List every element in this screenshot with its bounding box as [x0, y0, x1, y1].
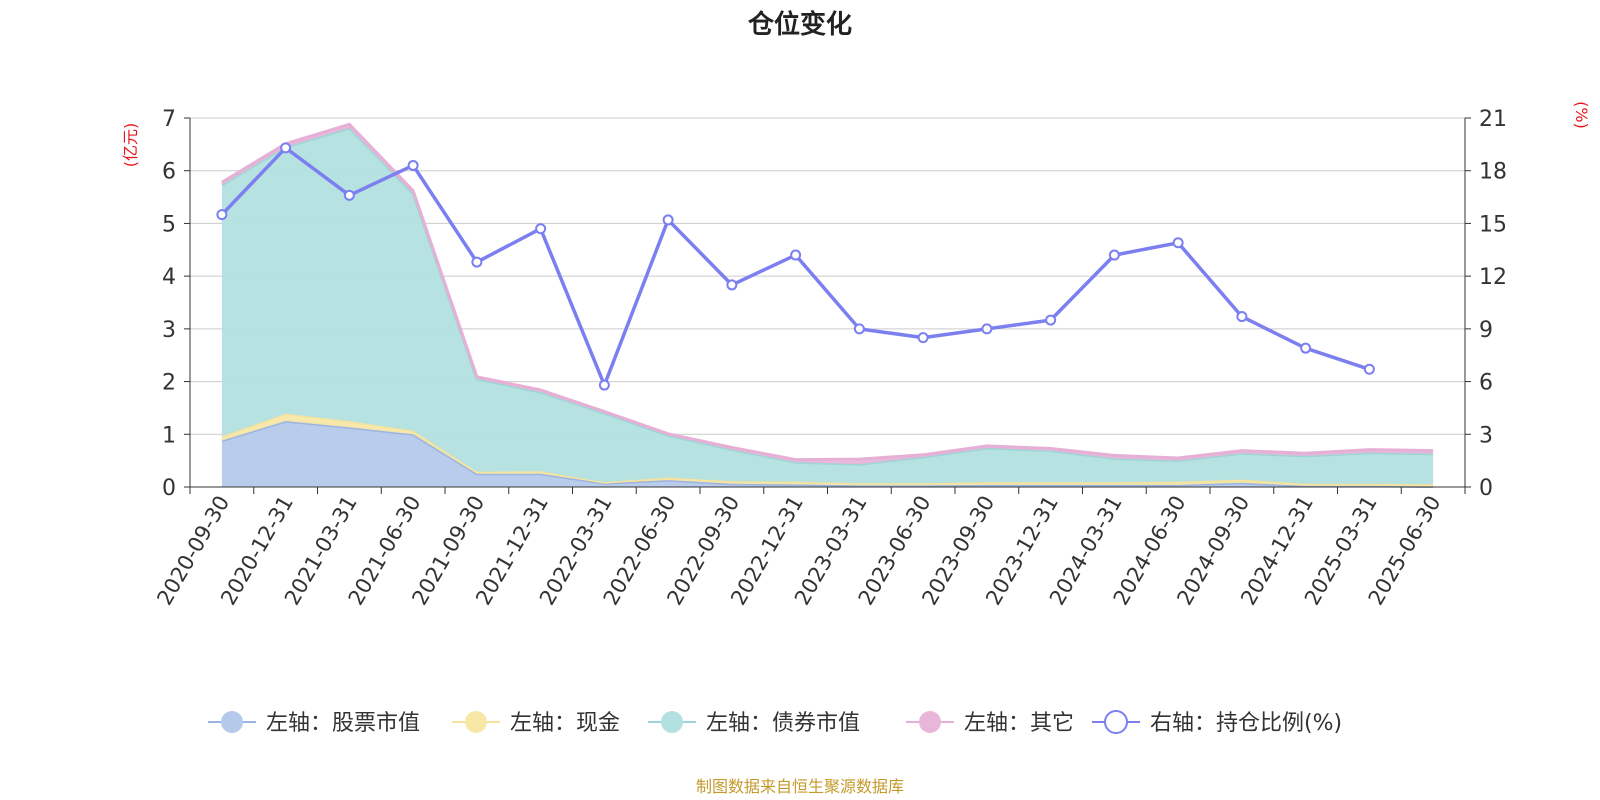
left-tick-label: 6 — [162, 160, 176, 185]
legend-label: 左轴：债券市值 — [706, 711, 860, 736]
ratio-point — [1172, 237, 1184, 249]
left-tick-label: 7 — [162, 107, 176, 132]
right-tick-label: 21 — [1479, 107, 1507, 132]
ratio-point — [343, 189, 355, 201]
right-tick-label: 0 — [1479, 476, 1493, 501]
left-tick-label: 0 — [162, 476, 176, 501]
right-tick-label: 3 — [1479, 423, 1493, 448]
ratio-point — [280, 142, 292, 154]
left-tick-label: 5 — [162, 212, 176, 237]
legend-item-1: 左轴：现金 — [452, 711, 620, 736]
area-line-3 — [221, 122, 1434, 462]
ratio-point — [598, 379, 610, 391]
left-axis-unit: (亿元) — [121, 123, 140, 168]
area-series-2 — [221, 128, 1434, 485]
legend-label: 左轴：其它 — [964, 711, 1074, 736]
ratio-point — [471, 256, 483, 268]
ratio-point — [1045, 314, 1057, 326]
ratio-point — [1108, 249, 1120, 261]
ratio-point — [917, 332, 929, 344]
ratio-point — [981, 323, 993, 335]
chart-title: 仓位变化 — [747, 9, 852, 40]
ratio-point — [407, 159, 419, 171]
legend-marker — [1104, 710, 1128, 734]
right-tick-label: 6 — [1479, 371, 1493, 396]
legend-label: 左轴：股票市值 — [266, 711, 420, 736]
left-tick-label: 4 — [162, 265, 176, 290]
ratio-point — [535, 223, 547, 235]
legend-label: 左轴：现金 — [510, 711, 620, 736]
left-tick-label: 1 — [162, 423, 176, 448]
legend-item-0: 左轴：股票市值 — [208, 711, 420, 736]
ratio-point — [853, 323, 865, 335]
legend-item-4: 右轴：持仓比例(%) — [1092, 710, 1342, 736]
legend-item-3: 左轴：其它 — [906, 711, 1074, 736]
ratio-point — [1363, 363, 1375, 375]
stacked-areas — [221, 122, 1434, 488]
ratio-point — [1300, 342, 1312, 354]
legend-label: 右轴：持仓比例(%) — [1150, 711, 1342, 736]
right-tick-label: 18 — [1479, 160, 1507, 185]
right-axis-unit: (%) — [1572, 101, 1591, 129]
ratio-point — [216, 209, 228, 221]
ratio-point — [726, 279, 738, 291]
ratio-point — [662, 214, 674, 226]
source-note: 制图数据来自恒生聚源数据库 — [696, 777, 904, 796]
position-ratio-line — [216, 142, 1375, 391]
legend-marker — [465, 711, 487, 733]
left-tick-label: 2 — [162, 371, 176, 396]
right-tick-label: 9 — [1479, 318, 1493, 343]
ratio-point — [1236, 311, 1248, 323]
legend-item-2: 左轴：债券市值 — [648, 711, 860, 736]
left-tick-label: 3 — [162, 318, 176, 343]
right-tick-label: 15 — [1479, 212, 1507, 237]
legend-marker — [221, 711, 243, 733]
ratio-point — [790, 249, 802, 261]
legend-marker — [919, 711, 941, 733]
legend: 左轴：股票市值 左轴：现金 左轴：债券市值 左轴：其它 右轴：持仓比例(%) — [208, 710, 1342, 736]
right-tick-label: 12 — [1479, 265, 1507, 290]
legend-marker — [661, 711, 683, 733]
